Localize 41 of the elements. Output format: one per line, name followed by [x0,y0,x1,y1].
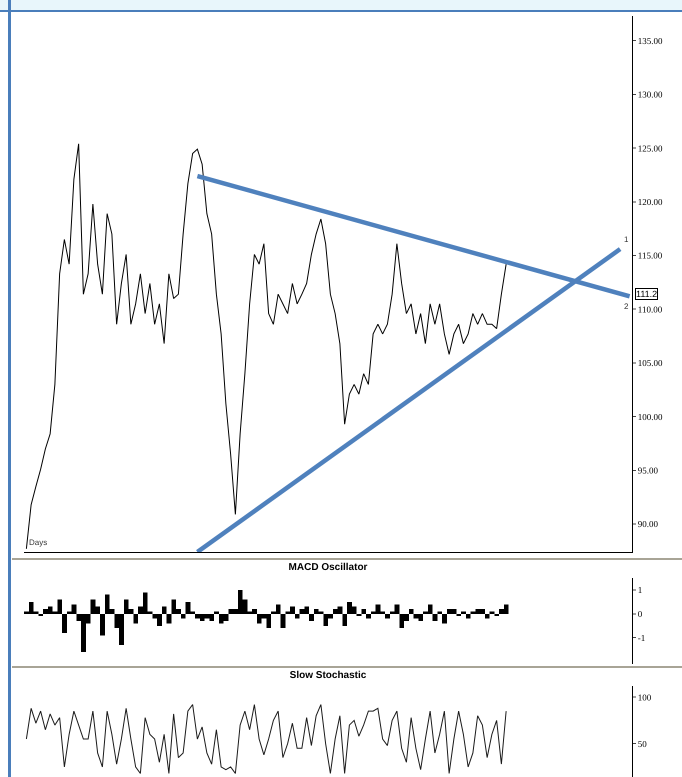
y-tick-label: 125.00 [638,143,664,154]
y-tick-label: 95.00 [638,466,659,476]
y-tick-label: 50 [638,738,648,749]
bar [461,611,466,614]
y-tick-label: 1 [638,585,642,596]
bar [280,614,286,628]
y-tick-label: -1 [638,632,646,643]
y-tick-label: 0 [638,608,643,619]
text: 111.2 [636,289,658,299]
line-series [26,704,507,774]
y-tick-label: 105.00 [638,358,664,368]
bar [214,611,219,614]
bar [100,614,105,636]
bar [385,614,390,619]
y-tick-label: 110.00 [638,304,663,314]
bar [342,614,347,626]
chart-title: Slow Stochastic [290,670,367,681]
line-series [26,143,507,550]
y-tick-label: 90.00 [638,519,659,530]
bar [361,609,366,614]
chart-title: MACD Oscillator [288,562,368,573]
bar [133,614,138,624]
bar [162,606,166,614]
bar [437,611,442,614]
bar [432,614,438,621]
bar [62,614,67,633]
bar [442,614,447,624]
bar [166,614,172,624]
y-tick-label: 100.00 [638,412,664,422]
y-tick-label: 130.00 [638,90,664,100]
y-tick-label: 120.00 [638,196,664,207]
y-tick-label: 115.00 [638,250,663,261]
annotation: Days [29,538,48,547]
y-tick-label: 135.00 [638,36,664,46]
bar [490,611,494,614]
annotation: 2 [624,302,629,311]
bar [309,614,314,621]
annotation: 1 [624,235,629,244]
bar [366,614,371,619]
y-tick-label: 100 [638,692,652,702]
bar [408,609,414,614]
